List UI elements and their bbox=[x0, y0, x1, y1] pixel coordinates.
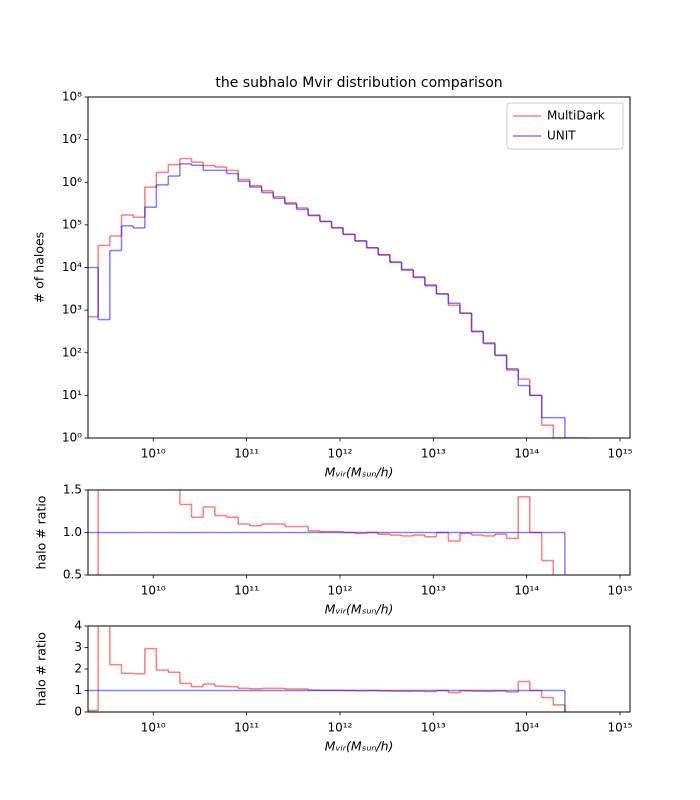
axes-frame bbox=[87, 96, 631, 439]
legend-box bbox=[506, 102, 624, 150]
x-tick-label: 10¹⁵ bbox=[608, 584, 633, 598]
x-tick-label: 10¹⁰ bbox=[141, 721, 166, 735]
y-tick-label: 3 bbox=[74, 640, 82, 654]
y-tick-label: 10⁵ bbox=[62, 217, 82, 231]
y-axis-label: halo # ratio bbox=[34, 632, 49, 706]
x-axis-label: Mᵥᵢᵣ(Mₛᵤₙ/h) bbox=[325, 602, 394, 617]
y-tick-label: 4 bbox=[74, 619, 82, 633]
x-tick-label: 10¹¹ bbox=[234, 447, 259, 461]
x-tick-label: 10¹¹ bbox=[234, 584, 259, 598]
series bbox=[88, 157, 589, 438]
x-tick-label: 10¹¹ bbox=[234, 721, 259, 735]
x-tick-label: 10¹² bbox=[328, 447, 353, 461]
x-axis-label: Mᵥᵢᵣ(Mₛᵤₙ/h) bbox=[325, 739, 394, 754]
x-tick-label: 10¹² bbox=[328, 584, 353, 598]
x-tick-label: 10¹⁰ bbox=[141, 584, 166, 598]
x-tick-label: 10¹⁴ bbox=[514, 721, 539, 735]
axes-frame bbox=[87, 625, 631, 713]
x-tick-label: 10¹³ bbox=[421, 584, 446, 598]
y-tick-label: 10³ bbox=[62, 303, 82, 317]
y-tick-label: 2 bbox=[74, 662, 82, 676]
y-tick-label: 1.5 bbox=[63, 483, 82, 497]
legend-label: MultiDark bbox=[547, 109, 605, 123]
y-tick-label: 10⁴ bbox=[62, 260, 82, 274]
y-tick-label: 10¹ bbox=[62, 388, 82, 402]
y-tick-label: 10⁰ bbox=[62, 431, 82, 445]
y-axis-label: # of haloes bbox=[32, 232, 47, 303]
y-axis-label: halo # ratio bbox=[34, 496, 49, 570]
chart-title: the subhalo Mvir distribution comparison bbox=[215, 75, 502, 91]
y-tick-label: 10⁷ bbox=[62, 132, 82, 146]
y-tick-label: 10² bbox=[62, 345, 82, 359]
x-tick-label: 10¹³ bbox=[421, 447, 446, 461]
y-tick-label: 1 bbox=[74, 683, 82, 697]
series bbox=[88, 163, 566, 438]
y-tick-label: 10⁸ bbox=[62, 90, 82, 104]
legend-label: UNIT bbox=[547, 129, 576, 143]
x-tick-label: 10¹⁰ bbox=[141, 447, 166, 461]
y-tick-label: 1.0 bbox=[63, 525, 82, 539]
y-tick-label: 0 bbox=[74, 705, 82, 719]
axes-frame bbox=[87, 489, 631, 576]
x-tick-label: 10¹⁴ bbox=[514, 447, 539, 461]
series bbox=[88, 689, 566, 712]
series bbox=[97, 490, 555, 575]
y-tick-label: 0.5 bbox=[63, 568, 82, 582]
x-tick-label: 10¹³ bbox=[421, 721, 446, 735]
y-tick-label: 10⁶ bbox=[62, 175, 82, 189]
x-tick-label: 10¹⁴ bbox=[514, 584, 539, 598]
x-tick-label: 10¹⁵ bbox=[608, 721, 633, 735]
legend: MultiDark UNIT bbox=[506, 102, 624, 150]
series bbox=[88, 531, 566, 575]
x-tick-label: 10¹² bbox=[328, 721, 353, 735]
x-axis-label: Mᵥᵢᵣ(Mₛᵤₙ/h) bbox=[325, 465, 394, 480]
x-tick-label: 10¹⁵ bbox=[608, 447, 633, 461]
